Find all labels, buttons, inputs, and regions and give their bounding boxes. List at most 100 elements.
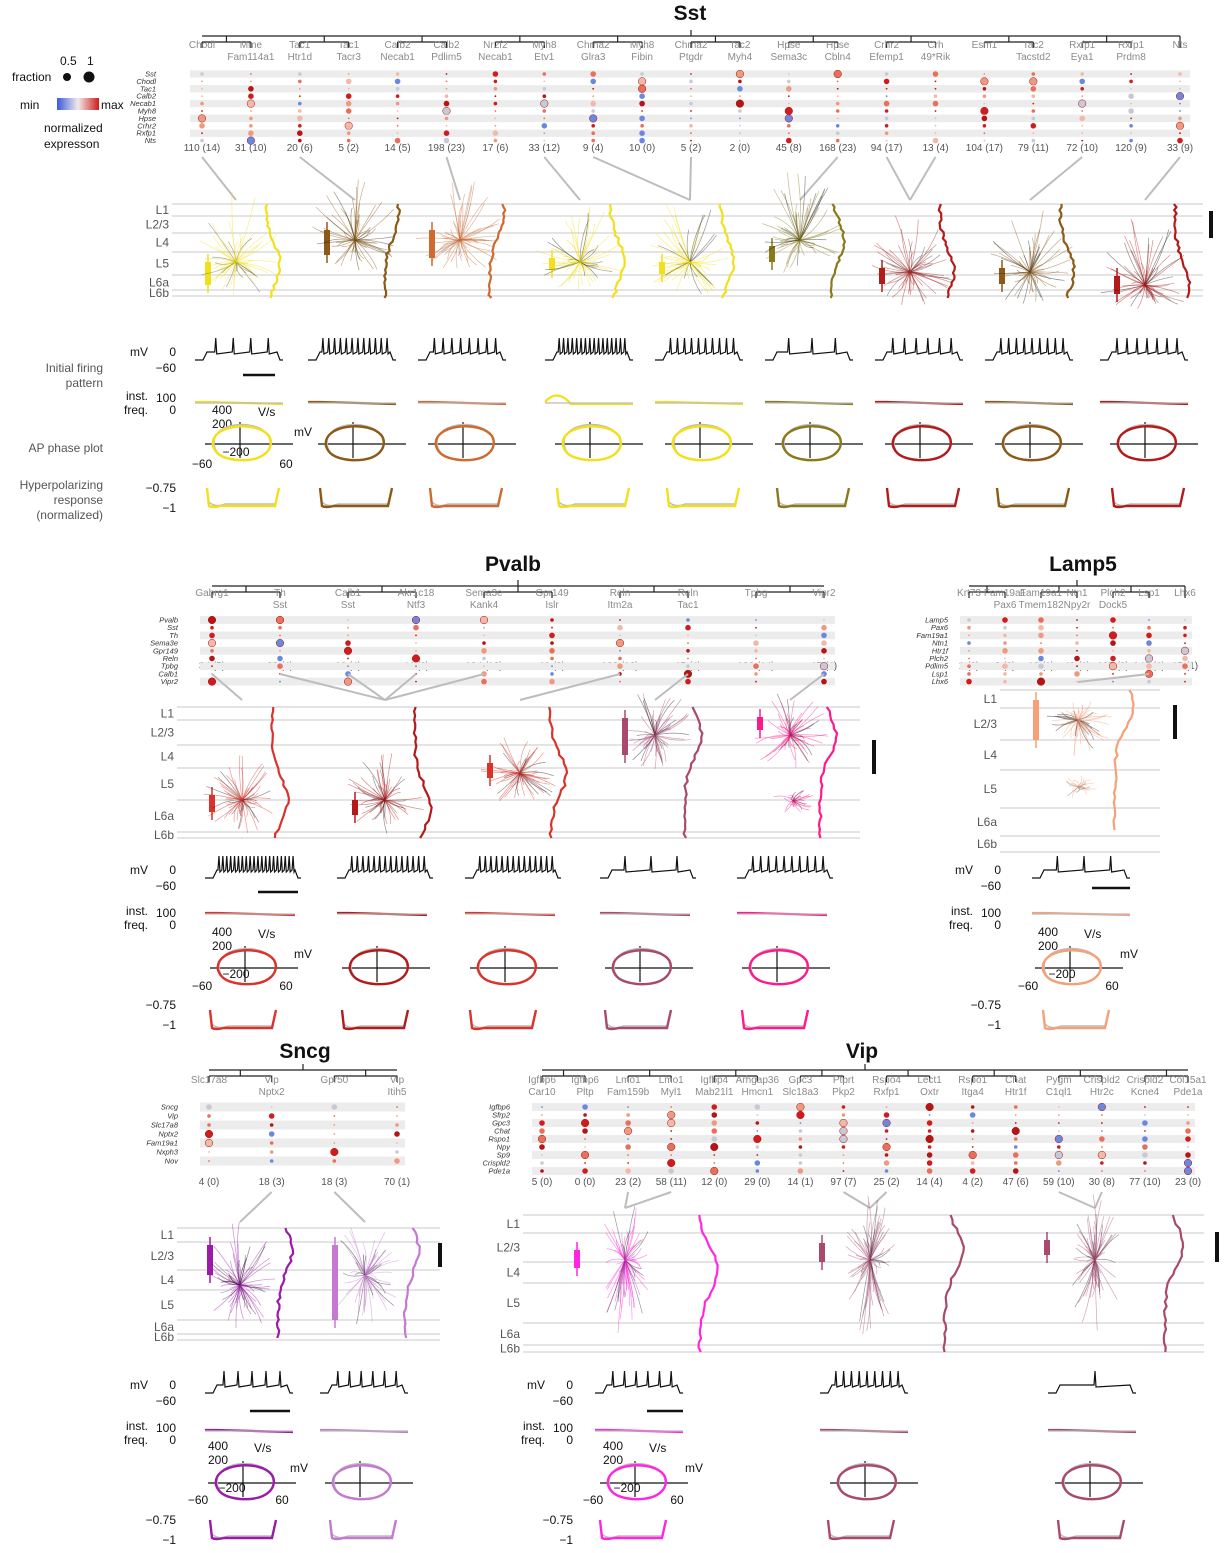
pvalb-p200-label: 200 <box>212 939 232 953</box>
sst-expression-dot <box>786 137 792 144</box>
vip-expression-dot <box>537 1134 547 1144</box>
lamp5-layer-label: L5 <box>984 782 998 796</box>
sst-4-neurite <box>689 254 710 263</box>
sst-row-label: Nts <box>145 136 157 145</box>
vip-1-depth-profile <box>942 1214 965 1353</box>
vip-expression-dot <box>925 1102 934 1112</box>
vip-expression-dot <box>885 1138 888 1140</box>
sst-spike-train-8 <box>1100 337 1188 361</box>
pvalb-4-neurite <box>789 728 811 736</box>
sncg-row-shade <box>200 1156 405 1166</box>
sst-6-neurite <box>877 251 911 273</box>
sncg-0-neurite <box>239 1284 262 1290</box>
vip-col-gene-2: Mab21l1 <box>695 1087 734 1098</box>
sst-col-gene-2: Pdlim5 <box>431 52 462 63</box>
pvalb-4-neurite <box>789 734 805 750</box>
sst-4-neurite <box>689 234 717 263</box>
pvalb-zero-label: 0 <box>169 863 176 877</box>
sncg-mV-label: mV <box>130 1378 148 1392</box>
pvalb-expression-dot <box>549 648 555 654</box>
pvalb-0-neurite <box>213 777 243 801</box>
sst-2-neurite <box>442 239 461 268</box>
sst-expression-dot <box>493 101 498 106</box>
pvalb-3-depth-profile <box>682 706 704 839</box>
vip-col-gene-1: Lmo1 <box>659 1075 684 1086</box>
pvalb-row-label: Vipr2 <box>161 677 179 686</box>
vip-hyper-2-ref <box>1057 1519 1125 1539</box>
sst-5-neurite <box>783 239 801 273</box>
sst-connector <box>592 156 691 201</box>
sst-expression-dot <box>494 95 497 98</box>
sst-expression-dot <box>541 123 548 129</box>
sst-0-neurite <box>235 261 256 285</box>
sst-expression-dot <box>934 132 937 135</box>
sst-expression-dot <box>201 110 203 112</box>
sst-expression-dot <box>639 130 645 136</box>
sst-7-neurite <box>1029 271 1038 284</box>
sst-phase-plot-8-loop <box>1116 425 1177 462</box>
vip-expression-dot <box>1143 1161 1147 1165</box>
sst-spike-train-6 <box>875 337 963 361</box>
sst-row-shade <box>190 129 1190 137</box>
lamp5-layer-label: L1 <box>984 692 998 706</box>
sst-expression-dot <box>591 109 595 113</box>
pvalb-row-shade <box>200 646 835 655</box>
sncg-hyper-0 <box>208 1519 278 1541</box>
expression-colorbar <box>57 98 99 110</box>
hyperpolarizing-title-1: Hyperpolarizing <box>20 478 103 492</box>
sncg-1-neurite <box>364 1251 379 1276</box>
sst-8-neurite <box>1144 266 1148 286</box>
pvalb-2-neurite <box>499 772 521 802</box>
sncg-1-neurite <box>354 1261 366 1276</box>
pvalb-2-neurite <box>519 772 547 780</box>
vip-col-gene-2: Myl1 <box>661 1087 683 1098</box>
vip-spike-train-0 <box>595 1370 683 1394</box>
lamp5-expression-dot <box>968 634 970 637</box>
vip-1-neurite <box>869 1249 891 1261</box>
vip-2-neurite <box>1094 1258 1116 1263</box>
vip-p400-label: 400 <box>603 1439 623 1453</box>
sst-col-gene-2: Myh4 <box>728 52 753 63</box>
sst-expression-dot <box>836 95 839 98</box>
sncg-layer-label: L6b <box>154 1330 174 1344</box>
lamp5-neurite <box>1077 708 1081 721</box>
sst-expression-dot <box>934 110 937 112</box>
sst-expression-dot <box>1179 102 1181 105</box>
vip-1-neurite <box>848 1259 871 1300</box>
lamp5-expression-dot <box>1182 655 1188 662</box>
sst-expression-dot <box>787 132 790 135</box>
sst-hyper-0-ref <box>206 487 280 507</box>
pvalb-expression-dot <box>821 632 827 639</box>
sncg-1-neurite <box>344 1234 366 1276</box>
pvalb-vps-label: V/s <box>258 927 275 941</box>
lamp5-vps-label: V/s <box>1084 927 1101 941</box>
sst-expression-dot <box>983 139 986 142</box>
sst-expression-dot <box>690 73 692 75</box>
vip-expression-dot <box>670 1154 673 1156</box>
sst-row-label: Sst <box>145 70 157 79</box>
pvalb-hyper-3 <box>603 1009 673 1031</box>
sst-spike-train-2 <box>418 337 506 361</box>
sst-8-neurite <box>1144 257 1182 286</box>
sst-phase-plot-3-loop <box>561 425 622 462</box>
pvalb-col-gene-2: Itm2a <box>607 600 632 611</box>
sst-2-neurite <box>444 239 461 256</box>
sst-expression-dot <box>394 78 401 85</box>
pvalb-hyper-4 <box>740 1009 810 1031</box>
sncg-layer-label: L1 <box>161 1228 175 1242</box>
sst-expression-dot <box>249 116 253 121</box>
sncg-panel-title: Sncg <box>279 1040 330 1063</box>
sst-expression-dot <box>1081 124 1084 127</box>
sst-col-count: 13 (4) <box>922 143 948 154</box>
pvalb-4-neuron-cluster <box>754 693 829 768</box>
sst-2-neuron-cluster <box>415 181 500 269</box>
vip-1-neurite <box>855 1231 871 1261</box>
pvalb-expression-dot <box>210 649 214 653</box>
vip-col-count: 0 (0) <box>575 1177 596 1188</box>
vip-expression-dot <box>670 1138 673 1140</box>
sst-expression-dot <box>835 131 840 135</box>
normalized-label: normalized <box>44 121 103 135</box>
sst-expression-dot <box>933 94 938 98</box>
sncg-col-count: 18 (3) <box>321 1177 347 1188</box>
pvalb-hyper-1 <box>340 1009 410 1031</box>
